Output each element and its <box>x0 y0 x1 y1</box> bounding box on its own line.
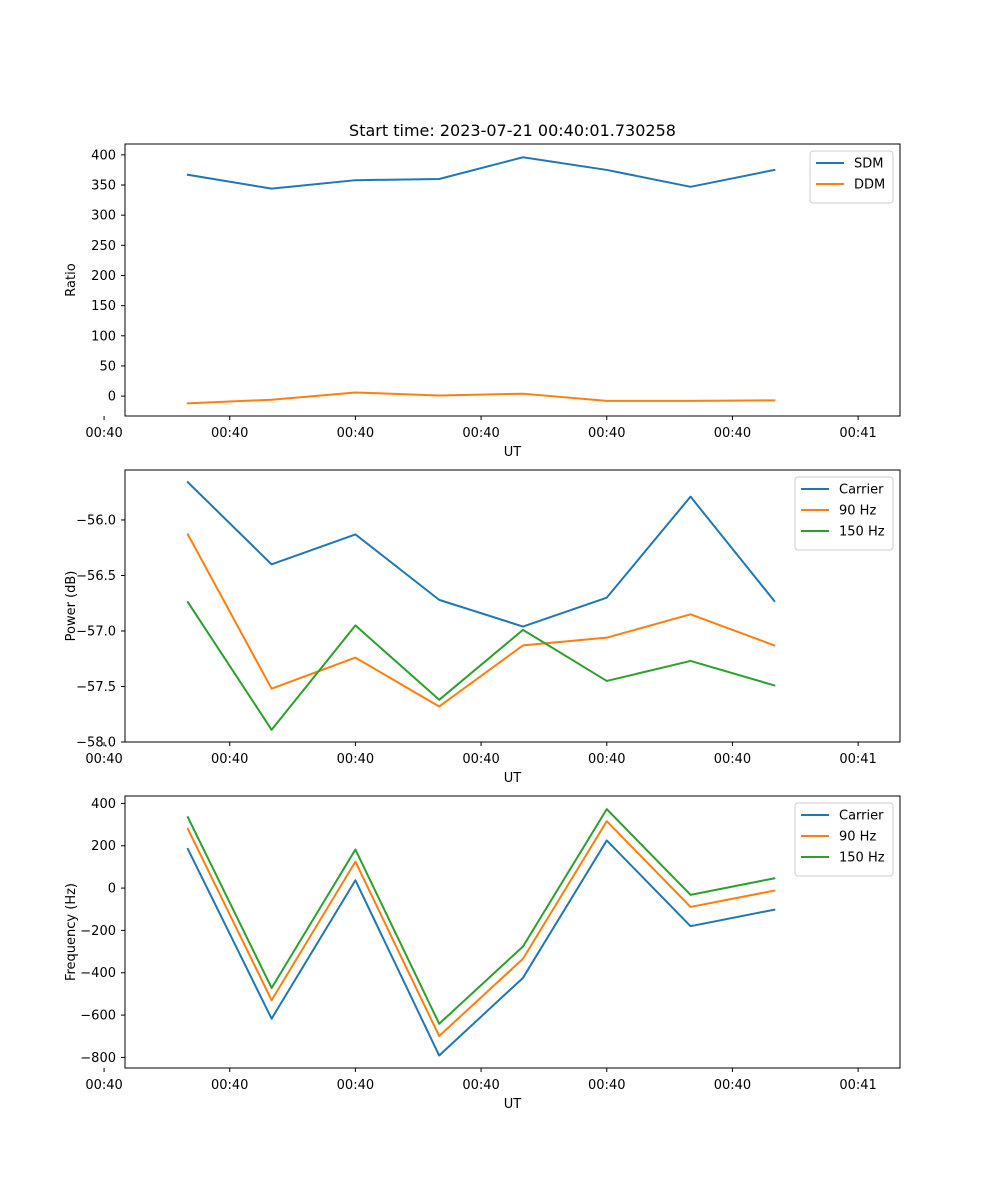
x-tick-label: 00:40 <box>85 752 122 767</box>
legend-label: Carrier <box>839 809 884 824</box>
y-tick-label: 250 <box>91 239 116 254</box>
y-tick-label: 300 <box>91 209 116 224</box>
series-line-90-hz <box>186 533 776 708</box>
y-tick-label: −56.5 <box>76 569 116 584</box>
legend-label: DDM <box>854 178 885 193</box>
axes-frame <box>124 143 901 417</box>
legend: SDM DDM <box>809 150 894 204</box>
legend: Carrier 90 Hz 150 Hz <box>794 476 894 551</box>
y-tick-label: −57.5 <box>76 680 116 695</box>
panel-2: 00:40 00:40 00:40 00:40 00:40 00:40 00:41 −58.0… <box>64 469 901 786</box>
y-tick-label: −800 <box>80 1051 116 1066</box>
x-tick-label: 00:40 <box>714 426 751 441</box>
axes-frame <box>124 469 901 743</box>
series-line-carrier <box>186 480 776 628</box>
series-line-sdm <box>186 156 776 190</box>
x-tick-label: 00:40 <box>714 1078 751 1093</box>
legend: Carrier 90 Hz 150 Hz <box>794 802 894 877</box>
panel-3: 00:40 00:40 00:40 00:40 00:40 00:40 00:41 −800 −… <box>64 795 901 1112</box>
legend-label: 90 Hz <box>839 504 876 519</box>
x-axis-label: UT <box>504 445 522 460</box>
panels: Start time: 2023-07-21 00:40:01.73025800… <box>64 121 901 1112</box>
x-tick-label: 00:40 <box>588 752 625 767</box>
y-tick-label: 350 <box>91 179 116 194</box>
y-tick-label: 200 <box>91 269 116 284</box>
x-tick-label: 00:40 <box>85 1078 122 1093</box>
y-tick-label: 400 <box>91 797 116 812</box>
y-tick-label: 0 <box>108 390 116 405</box>
y-tick-label: 50 <box>99 359 116 374</box>
y-axis-label: Power (dB) <box>64 571 79 642</box>
y-tick-label: 100 <box>91 329 116 344</box>
x-tick-label: 00:40 <box>462 752 499 767</box>
x-tick-label: 00:41 <box>839 426 876 441</box>
series-line-150-hz <box>186 808 776 1025</box>
y-tick-label: −56.0 <box>76 513 116 528</box>
y-tick-label: −400 <box>80 966 116 981</box>
y-tick-label: 0 <box>108 882 116 897</box>
legend-label: SDM <box>854 157 883 172</box>
x-tick-label: 00:41 <box>839 1078 876 1093</box>
y-tick-label: −57.0 <box>76 624 116 639</box>
x-tick-label: 00:40 <box>588 426 625 441</box>
x-tick-label: 00:40 <box>337 426 374 441</box>
x-tick-label: 00:40 <box>462 426 499 441</box>
series-line-ddm <box>186 391 776 405</box>
y-axis-label: Ratio <box>64 263 79 296</box>
legend-label: 150 Hz <box>839 525 885 540</box>
y-tick-label: −600 <box>80 1009 116 1024</box>
x-tick-label: 00:40 <box>211 752 248 767</box>
y-tick-label: 200 <box>91 839 116 854</box>
x-tick-label: 00:40 <box>462 1078 499 1093</box>
series-line-carrier <box>186 839 776 1057</box>
x-axis-label: UT <box>504 771 522 786</box>
chart-title: Start time: 2023-07-21 00:40:01.730258 <box>349 121 676 140</box>
y-tick-label: 400 <box>91 148 116 163</box>
panel-1: Start time: 2023-07-21 00:40:01.73025800… <box>64 121 901 460</box>
y-tick-label: 150 <box>91 299 116 314</box>
series-line-90-hz <box>186 820 776 1038</box>
x-tick-label: 00:40 <box>588 1078 625 1093</box>
y-axis-label: Frequency (Hz) <box>64 883 79 981</box>
y-tick-label: −58.0 <box>76 736 116 751</box>
x-tick-label: 00:40 <box>211 426 248 441</box>
axes-frame <box>124 795 901 1069</box>
x-tick-label: 00:40 <box>85 426 122 441</box>
x-tick-label: 00:40 <box>714 752 751 767</box>
x-tick-label: 00:40 <box>337 1078 374 1093</box>
y-tick-label: −200 <box>80 924 116 939</box>
legend-label: 150 Hz <box>839 851 885 866</box>
x-tick-label: 00:40 <box>337 752 374 767</box>
x-axis-label: UT <box>504 1097 522 1112</box>
x-tick-label: 00:41 <box>839 752 876 767</box>
x-tick-label: 00:40 <box>211 1078 248 1093</box>
legend-label: 90 Hz <box>839 830 876 845</box>
series-line-150-hz <box>186 600 776 731</box>
legend-label: Carrier <box>839 483 884 498</box>
